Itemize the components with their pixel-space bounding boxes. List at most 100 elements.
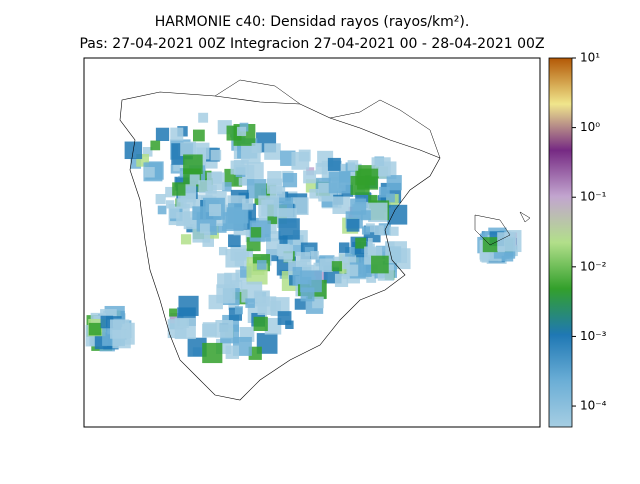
lightning-cell xyxy=(246,179,267,199)
lightning-cell xyxy=(176,212,191,227)
lightning-cell xyxy=(198,180,212,194)
lightning-cell xyxy=(346,218,360,232)
lightning-cell xyxy=(371,255,389,274)
lightning-cell xyxy=(267,178,283,194)
lightning-cell xyxy=(234,252,250,267)
lightning-cell xyxy=(180,142,194,157)
lightning-cell xyxy=(253,316,268,331)
lightning-cell xyxy=(150,140,161,151)
lightning-cell xyxy=(264,317,282,335)
lightning-cell xyxy=(209,204,222,217)
lightning-cell xyxy=(256,333,278,354)
title-line: HARMONIE c40: Densidad rayos (rayos/km²)… xyxy=(155,14,470,30)
lightning-cell xyxy=(248,346,262,360)
lightning-cell xyxy=(198,112,209,123)
lightning-cell xyxy=(187,337,207,357)
lightning-cell xyxy=(360,210,371,221)
lightning-cell xyxy=(215,320,234,338)
lightning-cell xyxy=(303,170,317,184)
lightning-cell xyxy=(338,252,349,263)
lightning-cell xyxy=(331,261,342,272)
lightning-cell xyxy=(264,143,281,160)
colorbar-ticks: 10¹ 10⁰ 10⁻¹ 10⁻² 10⁻³ 10⁻⁴ xyxy=(572,51,607,413)
lightning-cell xyxy=(169,308,178,317)
lightning-cell xyxy=(338,242,350,253)
lightning-cell xyxy=(300,270,322,293)
title-line: Pas: 27-04-2021 00Z Integracion 27-04-20… xyxy=(79,36,544,52)
lightning-cell xyxy=(242,198,254,210)
lightning-cell xyxy=(258,195,280,217)
lightning-cell xyxy=(278,244,294,260)
lightning-cell xyxy=(256,260,267,270)
lightning-cell xyxy=(176,198,187,209)
colorbar-tick-label: 10¹ xyxy=(580,51,600,65)
colorbar xyxy=(548,57,573,428)
lightning-cell xyxy=(246,162,264,179)
lightning-cell xyxy=(357,168,379,190)
lightning-cell xyxy=(172,182,186,196)
lightning-cell xyxy=(174,317,196,340)
lightning-cell xyxy=(222,182,232,192)
lightning-cell xyxy=(155,193,166,205)
lightning-cell xyxy=(233,159,249,175)
map-border xyxy=(83,57,541,428)
lightning-cell xyxy=(355,237,367,249)
lightning-cell xyxy=(282,172,298,188)
lightning-cell xyxy=(291,151,310,170)
lightning-cell xyxy=(202,342,223,364)
lightning-cell xyxy=(347,160,359,171)
lightning-cell xyxy=(386,193,395,203)
lightning-cell xyxy=(144,167,155,178)
lightning-cell xyxy=(379,186,390,198)
lightning-cell xyxy=(157,205,167,215)
lightning-cell xyxy=(277,311,292,325)
lightning-cell xyxy=(279,235,288,244)
colorbar-tick-label: 10⁻¹ xyxy=(580,190,607,204)
lightning-cell xyxy=(225,345,240,359)
lightning-cell xyxy=(224,272,240,288)
lightning-cell xyxy=(270,231,281,242)
lightning-cell xyxy=(304,247,315,257)
lightning-cell xyxy=(245,298,255,308)
lightning-cell xyxy=(294,298,306,310)
border-line xyxy=(214,79,531,246)
lightning-cell xyxy=(142,146,153,157)
colorbar-tick-label: 10⁻³ xyxy=(580,329,607,343)
lightning-cell xyxy=(389,226,399,236)
lightning-cell xyxy=(218,246,228,256)
lightning-cell xyxy=(236,126,247,136)
lightning-cell xyxy=(165,186,176,198)
lightning-cell xyxy=(100,315,114,329)
lightning-cell xyxy=(170,127,184,141)
lightning-cell xyxy=(192,206,206,220)
lightning-cell xyxy=(346,264,359,277)
lightning-cell xyxy=(257,296,277,316)
lightning-cell xyxy=(278,218,300,240)
lightning-cell xyxy=(368,194,378,205)
lightning-cell xyxy=(327,157,341,171)
map-frame xyxy=(84,58,540,427)
lightning-cell xyxy=(130,158,142,169)
lightning-cell xyxy=(240,266,252,278)
lightning-cell xyxy=(312,296,324,309)
lightning-cell xyxy=(309,188,319,199)
lightning-cell xyxy=(300,287,315,302)
lightning-cell xyxy=(368,202,388,223)
lightning-cell xyxy=(238,177,247,186)
lightning-cell xyxy=(189,174,200,185)
lightning-cell xyxy=(385,241,407,264)
lightning-cell xyxy=(251,142,262,154)
map xyxy=(83,57,541,428)
lightning-cell xyxy=(328,171,351,194)
lightning-cell xyxy=(202,322,217,337)
lightning-cell xyxy=(88,322,102,336)
lightning-cell xyxy=(366,273,377,283)
lightning-cell xyxy=(208,184,217,194)
lightning-cell xyxy=(234,306,243,315)
lightning-cell xyxy=(313,262,322,271)
lightning-cells xyxy=(85,112,522,364)
lightning-cell xyxy=(155,127,170,142)
lightning-cell xyxy=(250,227,262,238)
lightning-cell xyxy=(169,208,180,219)
lightning-cell xyxy=(192,129,205,142)
